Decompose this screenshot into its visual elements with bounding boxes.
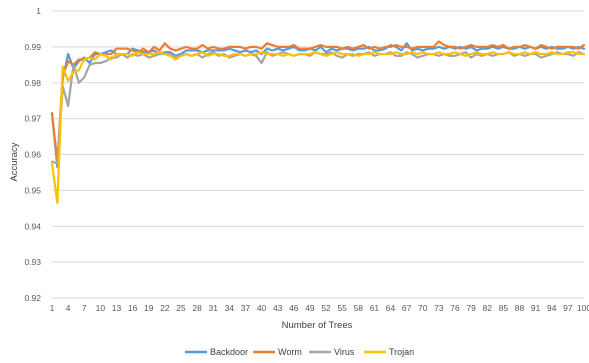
x-tick-label: 79: [466, 303, 476, 313]
y-tick-label: 1: [36, 6, 41, 16]
x-tick-label: 28: [192, 303, 202, 313]
x-tick-label: 4: [66, 303, 71, 313]
x-tick-label: 76: [450, 303, 460, 313]
x-tick-label: 61: [370, 303, 380, 313]
legend-label-backdoor: Backdoor: [210, 347, 248, 357]
x-tick-label: 37: [241, 303, 251, 313]
y-axis-ticks: 0.92 0.93 0.94 0.95 0.96 0.97 0.98 0.99 1: [24, 6, 41, 303]
x-tick-label: 22: [160, 303, 170, 313]
x-tick-label: 40: [257, 303, 267, 313]
x-tick-label: 64: [386, 303, 396, 313]
legend-label-worm: Worm: [278, 347, 302, 357]
gridlines: [52, 10, 584, 299]
y-tick-label: 0.96: [24, 150, 41, 160]
x-tick-label: 70: [418, 303, 428, 313]
x-tick-label: 73: [434, 303, 444, 313]
series-lines: [50, 40, 586, 205]
x-tick-label: 100: [577, 303, 589, 313]
x-tick-label: 19: [144, 303, 154, 313]
y-tick-label: 0.93: [24, 257, 41, 267]
y-tick-label: 0.98: [24, 78, 41, 88]
y-tick-label: 0.99: [24, 42, 41, 52]
x-tick-label: 94: [547, 303, 557, 313]
x-axis-ticks: 1 4 7 10 13 16 19 22 25 28 31 34 37 40 43 46 49 52 55 58 61 6…: [50, 303, 589, 313]
x-tick-label: 55: [337, 303, 347, 313]
x-tick-label: 43: [273, 303, 283, 313]
x-tick-label: 88: [515, 303, 525, 313]
y-tick-label: 0.95: [24, 185, 41, 195]
x-tick-label: 31: [208, 303, 218, 313]
legend-label-trojan: Trojan: [389, 347, 414, 357]
x-tick-label: 10: [96, 303, 106, 313]
x-tick-label: 25: [176, 303, 186, 313]
x-axis-title: Number of Trees: [282, 320, 353, 331]
y-tick-label: 0.92: [24, 293, 41, 303]
x-tick-label: 46: [289, 303, 299, 313]
series-line-backdoor: [50, 42, 586, 169]
series-line-worm: [50, 40, 586, 163]
x-tick-label: 34: [225, 303, 235, 313]
x-tick-label: 97: [563, 303, 573, 313]
x-tick-label: 16: [128, 303, 138, 313]
x-tick-label: 85: [499, 303, 509, 313]
x-tick-label: 13: [112, 303, 122, 313]
x-tick-label: 67: [402, 303, 412, 313]
x-tick-label: 7: [82, 303, 87, 313]
x-tick-label: 52: [321, 303, 331, 313]
legend: Backdoor Worm Virus Trojan: [185, 347, 414, 357]
x-tick-label: 82: [483, 303, 493, 313]
y-tick-label: 0.94: [24, 221, 41, 231]
x-tick-label: 1: [50, 303, 55, 313]
series-line-trojan: [50, 51, 586, 205]
legend-label-virus: Virus: [334, 347, 355, 357]
y-axis-title: Accuracy: [9, 142, 20, 181]
x-tick-label: 49: [305, 303, 315, 313]
x-tick-label: 91: [531, 303, 541, 313]
series-line-virus: [50, 51, 586, 165]
y-tick-label: 0.97: [24, 114, 41, 124]
x-tick-label: 58: [354, 303, 364, 313]
